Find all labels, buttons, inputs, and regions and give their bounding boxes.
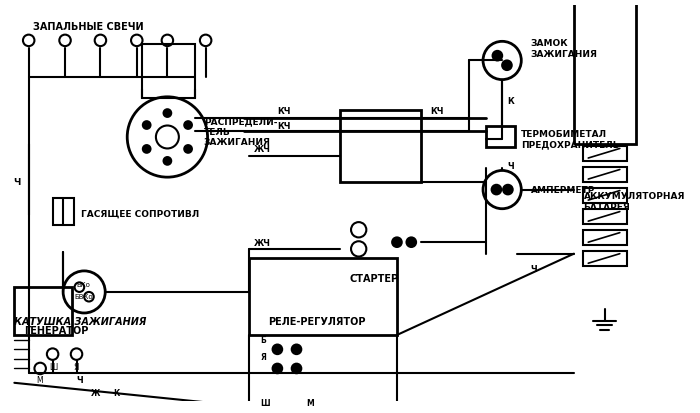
Bar [584,251,626,266]
Circle shape [407,238,416,247]
Circle shape [502,61,512,71]
Text: Ш: Ш [50,362,58,371]
Text: РАСПРЕДЕЛИ-
ТЕЛЬ
ЗАЖИГАНИЯ: РАСПРЕДЕЛИ- ТЕЛЬ ЗАЖИГАНИЯ [204,117,277,147]
Text: АККУМУЛЯТОРНАЯ
БАТАРЕЯ: АККУМУЛЯТОРНАЯ БАТАРЕЯ [584,192,685,211]
Circle shape [143,122,150,130]
Text: Ш: Ш [260,399,270,407]
Text: АМПЕРМЕТР: АМПЕРМЕТР [531,185,595,195]
Circle shape [164,110,172,118]
Circle shape [184,146,192,153]
Circle shape [493,52,502,61]
Text: РЕЛЕ-РЕГУЛЯТОР: РЕЛЕ-РЕГУЛЯТОР [268,316,365,326]
Text: КЧ: КЧ [277,122,290,131]
Bar [52,199,74,225]
Circle shape [184,122,192,130]
Text: Ж: Ж [91,388,100,397]
Text: Я: Я [74,362,79,371]
Bar [574,0,636,144]
Circle shape [392,238,402,247]
Bar [584,188,626,204]
Text: ГЕНЕРАТОР: ГЕНЕРАТОР [24,325,88,335]
Text: Ч: Ч [13,178,21,187]
Text: М: М [36,375,43,385]
Circle shape [143,146,150,153]
Text: КАТУШКА ЗАЖИГАНИЯ: КАТУШКА ЗАЖИГАНИЯ [14,316,147,326]
Bar [584,146,626,161]
Text: ТЕРМОБИМЕТАЛ
ПРЕДОХРАНИТЕЛЬ: ТЕРМОБИМЕТАЛ ПРЕДОХРАНИТЕЛЬ [522,130,620,149]
Text: К: К [507,97,514,106]
Text: ЗАПАЛЬНЫЕ СВЕЧИ: ЗАПАЛЬНЫЕ СВЕЧИ [34,22,144,32]
Text: ЗАМОК
ЗАЖИГАНИЯ: ЗАМОК ЗАЖИГАНИЯ [531,39,598,59]
Circle shape [292,364,301,373]
Bar [340,111,421,183]
Text: СТАРТЕР: СТАРТЕР [349,273,398,283]
Text: ЖЧ: ЖЧ [253,145,270,154]
Text: Ч: Ч [531,264,538,273]
Circle shape [164,158,172,165]
Bar [584,167,626,183]
Text: Я: Я [260,353,266,362]
Text: КЧ: КЧ [277,107,290,115]
Text: ГАСЯЩЕЕ СОПРОТИВЛ: ГАСЯЩЕЕ СОПРОТИВЛ [81,209,200,218]
Bar [14,287,71,335]
Bar [141,45,195,99]
Bar [584,230,626,245]
Text: К: К [113,388,119,397]
Circle shape [272,364,282,373]
Bar [584,209,626,225]
Text: Ч: Ч [507,162,514,171]
Text: М: М [306,399,314,407]
Bar [248,259,397,335]
Bar [486,126,514,147]
Text: БВКо: БВКо [75,293,93,299]
Circle shape [292,345,301,354]
Circle shape [503,185,512,195]
Text: ЖЧ: ЖЧ [253,238,270,247]
Text: КЧ: КЧ [430,107,444,115]
Circle shape [272,345,282,354]
Text: Ч: Ч [76,375,83,385]
Circle shape [491,185,501,195]
Text: Б: Б [260,335,266,344]
Text: ВКо: ВКо [76,282,90,287]
